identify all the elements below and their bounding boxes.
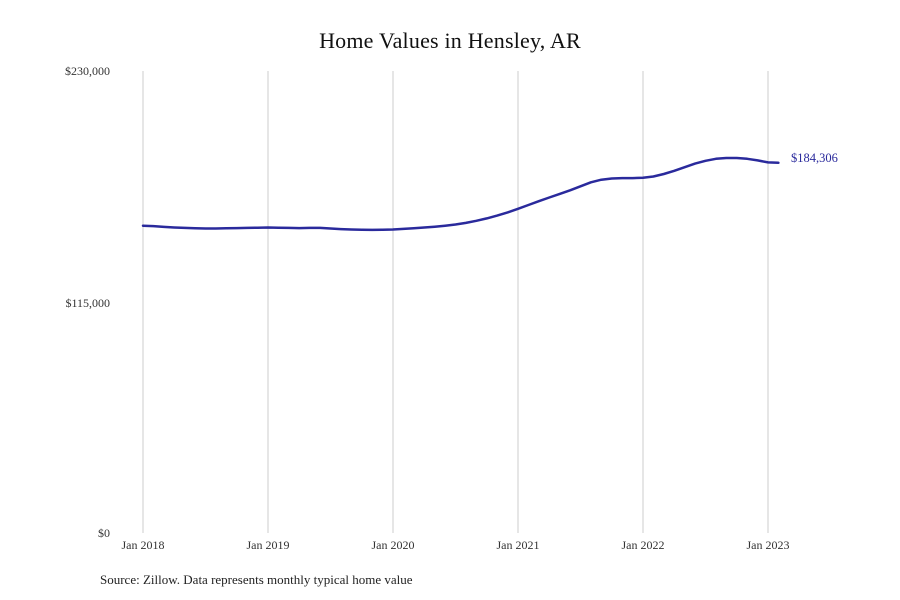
home-value-line <box>141 156 780 232</box>
x-axis-tick-jan-2023: Jan 2023 <box>746 538 790 552</box>
x-axis-tick-jan-2019: Jan 2019 <box>246 538 290 552</box>
x-axis-tick-jan-2022: Jan 2022 <box>621 538 665 552</box>
latest-value-label: $184,306 <box>791 151 838 165</box>
y-axis-tick-0: $0 <box>98 526 110 540</box>
y-axis-tick-115000: $115,000 <box>65 296 110 310</box>
source-note: Source: Zillow. Data represents monthly … <box>100 572 413 587</box>
gridlines <box>142 71 769 533</box>
x-axis-tick-jan-2020: Jan 2020 <box>371 538 415 552</box>
x-axis-tick-jan-2018: Jan 2018 <box>121 538 165 552</box>
chart-title: Home Values in Hensley, AR <box>319 28 581 53</box>
y-axis-tick-230000: $230,000 <box>65 64 110 78</box>
x-axis-tick-jan-2021: Jan 2021 <box>496 538 540 552</box>
